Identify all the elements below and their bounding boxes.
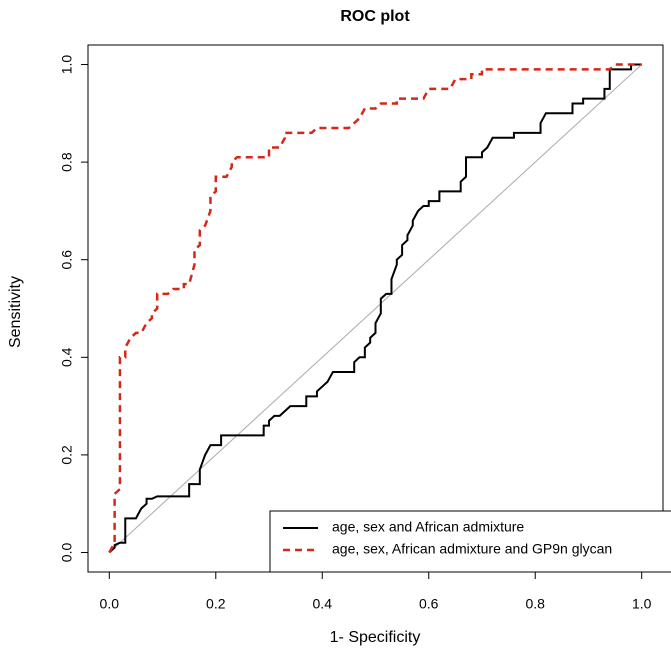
y-tick-label: 0.0 bbox=[59, 543, 75, 563]
y-tick-label: 0.6 bbox=[59, 250, 75, 270]
x-tick-label: 0.6 bbox=[419, 596, 439, 612]
roc-curve bbox=[108, 63, 642, 554]
y-tick-label: 1.0 bbox=[59, 55, 75, 75]
y-tick-label: 0.4 bbox=[59, 347, 75, 367]
x-tick-label: 0.8 bbox=[525, 596, 545, 612]
legend-label: age, sex and African admixture bbox=[332, 519, 524, 535]
chart-title: ROC plot bbox=[340, 8, 410, 25]
x-tick-label: 0.0 bbox=[100, 596, 120, 612]
diagonal-reference bbox=[108, 64, 643, 553]
x-axis-title: 1- Specificity bbox=[330, 629, 421, 646]
y-tick-label: 0.8 bbox=[59, 152, 75, 172]
x-tick-label: 0.2 bbox=[206, 596, 226, 612]
legend-box bbox=[269, 510, 671, 573]
legend-label: age, sex, African admixture and GP9n gly… bbox=[332, 541, 612, 557]
roc-curve bbox=[108, 63, 642, 554]
x-tick-label: 1.0 bbox=[632, 596, 652, 612]
y-axis-title: Sensitivity bbox=[7, 276, 24, 348]
x-tick-label: 0.4 bbox=[313, 596, 333, 612]
y-tick-label: 0.2 bbox=[59, 445, 75, 465]
